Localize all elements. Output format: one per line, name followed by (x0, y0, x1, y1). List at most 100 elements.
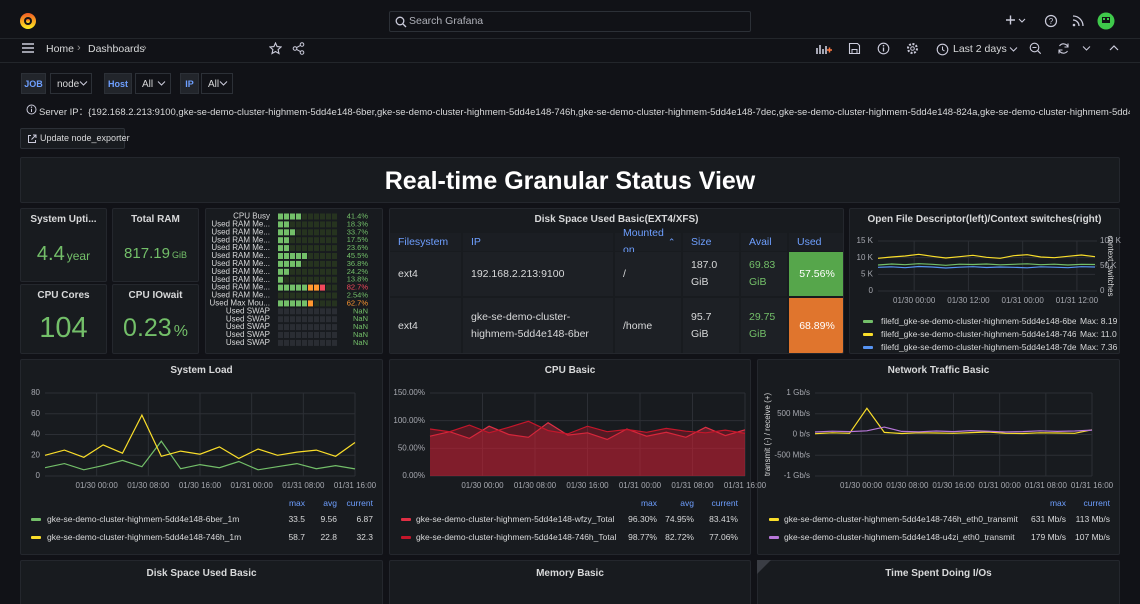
legend-name[interactable]: filefd_gke-se-demo-cluster-highmem-5dd4e… (881, 316, 1080, 326)
stat-number: 104 (39, 311, 88, 344)
table-cell: ext4 (390, 298, 461, 353)
share-icon[interactable] (292, 42, 305, 55)
stat-box: 104 (21, 305, 106, 351)
legend-value: 83.41% (709, 514, 738, 524)
news-icon[interactable] (1071, 14, 1085, 28)
add-panel-icon[interactable] (815, 42, 833, 55)
legend-header: max (288, 498, 305, 508)
update-button[interactable]: Update node_exporter (20, 128, 130, 149)
info-icon[interactable] (877, 42, 890, 55)
legend-name[interactable]: gke-se-demo-cluster-highmem-5dd4e148-746… (416, 532, 617, 542)
table-cell: 69.83 GiB (741, 252, 787, 296)
legend-name[interactable]: gke-se-demo-cluster-highmem-5dd4e148-746… (47, 532, 242, 542)
legend-value: 82.72% (665, 532, 694, 542)
legend-name[interactable]: filefd_gke-se-demo-cluster-highmem-5dd4e… (881, 329, 1082, 339)
legend-value: Max: 11.0 (1076, 329, 1117, 339)
table-header: Used (789, 233, 843, 251)
chevron-icon (219, 81, 228, 86)
panel-title: Network Traffic Basic (887, 365, 990, 376)
legend-header: max (1049, 498, 1066, 508)
chevron-icon (157, 81, 166, 86)
user-avatar[interactable] (1097, 12, 1115, 30)
stat-value: 4.4 year (37, 243, 90, 266)
stat-value: 104 (39, 312, 87, 345)
stat-unit: GiB (171, 250, 187, 260)
variable-value: All (142, 79, 154, 90)
panel: Open File Descriptor(left)/Context switc… (849, 208, 1120, 354)
table-header: IP (463, 233, 613, 251)
legend-value: 631 Mb/s (1031, 514, 1066, 524)
panel-title: Total RAM (131, 214, 180, 225)
panel: Total RAM 817.19 GiB (112, 208, 199, 282)
panel (205, 208, 383, 354)
info-icon (26, 104, 37, 115)
button-label: Update node_exporter (40, 133, 130, 143)
legend-value: Max: 7.36 K (1076, 342, 1119, 352)
variable-select[interactable]: All (201, 73, 233, 94)
variable-value: All (208, 79, 220, 90)
table-cell: 57.56% (789, 252, 843, 296)
table-cell: 192.168.2.213:9100 (463, 252, 613, 296)
panel: Disk Space Used Basic (20, 560, 383, 604)
stat-number: 0.23 (123, 313, 172, 342)
panel-title: System Load (170, 365, 233, 376)
variable-select[interactable]: All (135, 73, 171, 94)
stat-value: 817.19 GiB (124, 245, 187, 263)
table-cell: 95.7 GiB (683, 298, 739, 353)
refresh-menu-icon[interactable] (1082, 45, 1091, 52)
info-corner (757, 560, 771, 574)
table-header: Filesystem (390, 233, 461, 251)
panel: Network Traffic Basic max current gke-se-de… (757, 359, 1120, 555)
legend-name[interactable]: gke-se-demo-cluster-highmem-5dd4e148-6be… (47, 514, 240, 524)
table-cell: ext4 (390, 252, 461, 296)
time-range: Last 2 days (953, 43, 1007, 55)
table-cell: 68.89% (789, 298, 843, 353)
help-icon[interactable]: ? (1044, 14, 1058, 28)
collapse-icon[interactable] (1109, 44, 1119, 52)
server-ip-list: Server IP：{192.168.2.213:9100,gke-se-dem… (39, 107, 1130, 118)
panel-title: System Upti... (30, 214, 97, 225)
legend-value: 107 Mb/s (1075, 532, 1110, 542)
stat-box: 0.23% (113, 305, 198, 351)
breadcrumb-link[interactable]: Dashboards (88, 43, 145, 55)
legend-name[interactable]: gke-se-demo-cluster-highmem-5dd4e148-746… (784, 514, 1018, 524)
panel-title: Open File Descriptor(left)/Context switc… (867, 214, 1102, 225)
panel-title: CPU Basic (544, 365, 596, 376)
panel-title: Disk Space Used Basic(EXT4/XFS) (534, 214, 699, 225)
refresh-icon[interactable] (1057, 42, 1070, 55)
star-icon[interactable] (269, 42, 282, 55)
breadcrumb-link[interactable]: Home (46, 43, 75, 55)
sort-icon: ⌃ (667, 236, 676, 247)
variable-select[interactable]: node (50, 73, 92, 94)
legend-name[interactable]: gke-se-demo-cluster-highmem-5dd4e148-wfz… (416, 514, 615, 524)
panel: Memory Basic (389, 560, 751, 604)
table-cell: 29.75 GiB (741, 298, 787, 353)
legend-swatch (769, 518, 779, 521)
add-menu[interactable] (1004, 13, 1028, 27)
chevron-icon (79, 81, 88, 86)
settings-icon[interactable] (906, 42, 919, 55)
time-picker[interactable]: Last 2 days (932, 40, 1022, 59)
zoom-out-icon[interactable] (1029, 42, 1042, 55)
dashboard-title: Real-time Granular Status View (384, 167, 756, 195)
panel-title: CPU Cores (37, 290, 90, 301)
legend-value: 9.56 (320, 514, 337, 524)
breadcrumb-separator: › (77, 42, 81, 54)
table-header: Avail (741, 233, 787, 251)
search-box[interactable]: Search Grafana (389, 11, 751, 32)
legend-name[interactable]: filefd_gke-se-demo-cluster-highmem-5dd4e… (881, 342, 1081, 352)
panel: CPU Cores 104 (20, 284, 107, 354)
legend-name[interactable]: gke-se-demo-cluster-highmem-5dd4e148-u4z… (784, 532, 1015, 542)
save-icon[interactable] (848, 42, 861, 55)
legend-value: 96.30% (628, 514, 657, 524)
stat-box: 4.4 year (21, 229, 106, 279)
grafana-logo[interactable] (19, 12, 37, 30)
legend-swatch (863, 346, 873, 349)
menu-icon[interactable] (21, 42, 35, 54)
variable-label: Host (104, 73, 132, 94)
panel: CPU Basic max avg current gke-se-demo-cluste… (389, 359, 751, 555)
table-cell: /home (615, 298, 681, 353)
legend-header: avg (323, 498, 337, 508)
search-icon (395, 16, 407, 28)
legend-value: 22.8 (320, 532, 337, 542)
